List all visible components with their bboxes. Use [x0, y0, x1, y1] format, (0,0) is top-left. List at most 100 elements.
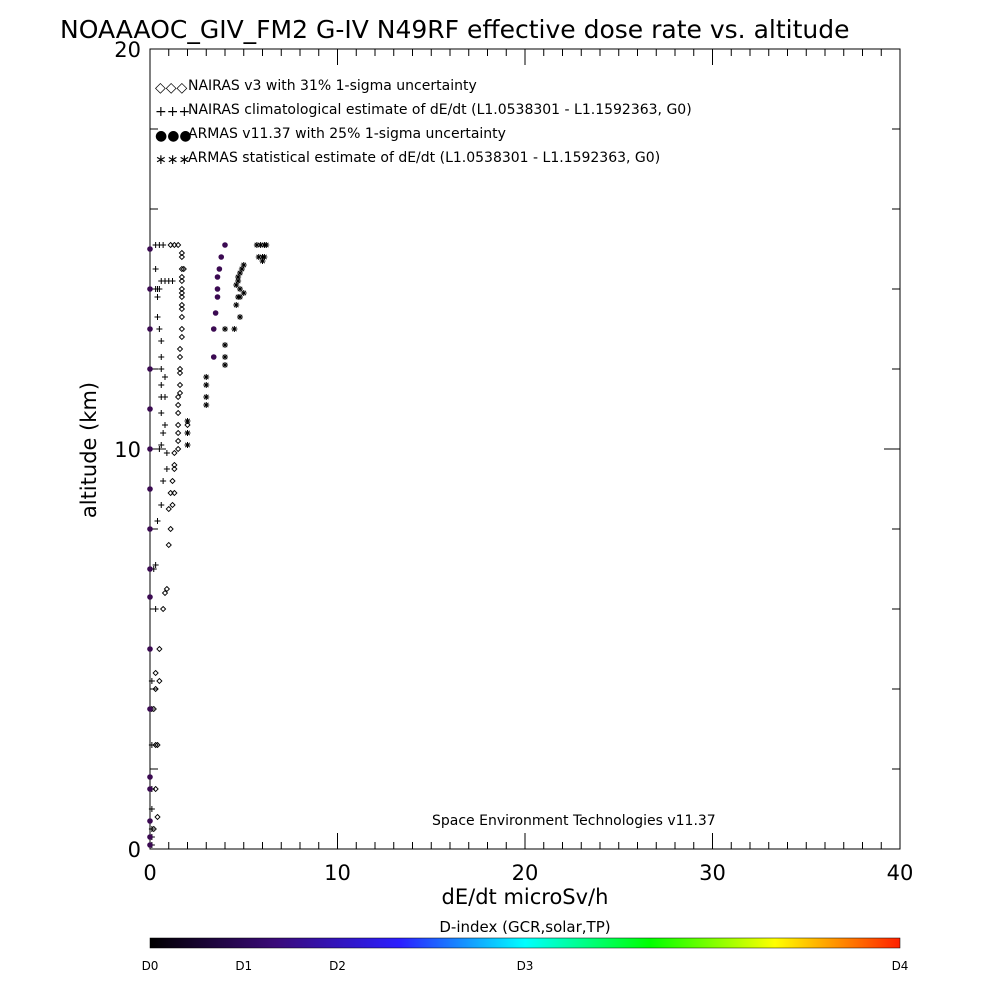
armas-point [147, 786, 153, 792]
data-points [147, 241, 270, 848]
nairas-point [154, 813, 161, 821]
nairas-climatology-point [160, 478, 167, 484]
nairas-climatology-point [154, 314, 161, 320]
nairas-climatology-point [163, 466, 170, 472]
armas-point [216, 266, 223, 272]
nairas-point [174, 401, 182, 409]
nairas-point [171, 489, 178, 497]
footer-credit: Space Environment Technologies v11.37 [432, 813, 716, 829]
nairas-climatology-point [158, 382, 165, 388]
armas-statistical-point [184, 430, 191, 436]
nairas-climatology-point [156, 326, 163, 332]
armas-point [210, 354, 217, 360]
nairas-point [152, 785, 159, 793]
nairas-point [152, 669, 159, 677]
armas-statistical-point [238, 266, 245, 272]
nairas-point [169, 501, 176, 509]
nairas-point [178, 265, 186, 273]
axis-ticks [149, 48, 901, 850]
nairas-point [165, 541, 172, 549]
armas-statistical-point [240, 290, 247, 296]
armas-point [147, 286, 153, 292]
legend-symbol: ◇◇◇ [155, 80, 188, 96]
nairas-point [178, 301, 186, 309]
nairas-point [178, 249, 186, 257]
nairas-point [154, 741, 161, 749]
legend-entry: ARMAS statistical estimate of dE/dt (L1.… [188, 150, 660, 166]
colorbar-tick-label: D4 [892, 959, 909, 973]
nairas-point [161, 589, 169, 597]
armas-statistical-point [259, 258, 266, 264]
y-tick-label: 0 [128, 838, 141, 862]
armas-statistical-point [203, 402, 210, 408]
nairas-climatology-point [162, 394, 168, 400]
nairas-climatology-point [152, 266, 159, 272]
nairas-climatology-point [152, 562, 159, 568]
armas-statistical-point [222, 326, 228, 332]
armas-point [147, 842, 153, 848]
nairas-point [178, 305, 186, 313]
armas-statistical-point [235, 274, 242, 280]
nairas-climatology-point [156, 446, 163, 452]
armas-statistical-point [222, 354, 228, 360]
armas-point [147, 526, 153, 532]
nairas-point [171, 461, 178, 469]
nairas-point [184, 421, 191, 429]
armas-point [214, 286, 221, 292]
nairas-point [174, 393, 182, 401]
armas-point [147, 646, 153, 652]
nairas-climatology-point [158, 410, 165, 416]
armas-statistical-point [255, 254, 262, 260]
chart-title: NOAAAOC_GIV_FM2 G-IV N49RF effective dos… [60, 15, 849, 44]
nairas-climatology-point [148, 806, 155, 812]
nairas-point [178, 333, 186, 341]
colorbar-ticks: D0 D1 D2 D3 D4 [142, 959, 909, 973]
nairas-point [178, 289, 186, 297]
armas-statistical-point [237, 314, 243, 320]
nairas-climatology-point [158, 502, 165, 508]
nairas-point [152, 685, 159, 693]
nairas-point [152, 741, 159, 749]
armas-statistical-point [184, 442, 191, 448]
armas-statistical-point [237, 286, 243, 292]
nairas-point [176, 353, 184, 361]
nairas-point [167, 525, 174, 533]
x-tick-labels: 0 10 20 30 40 [143, 861, 913, 885]
legend-symbol: ●●● [155, 128, 192, 144]
armas-statistical-point [233, 282, 240, 288]
nairas-point [180, 265, 187, 273]
armas-statistical-point [203, 382, 210, 388]
nairas-point [174, 409, 182, 417]
legend-entry: NAIRAS v3 with 31% 1-sigma uncertainty [188, 78, 477, 94]
nairas-point [171, 465, 178, 473]
nairas-climatology-point [148, 826, 155, 832]
nairas-point [167, 241, 174, 249]
nairas-point [178, 277, 186, 285]
armas-point [147, 406, 153, 412]
armas-point [222, 242, 228, 248]
armas-point [147, 774, 153, 780]
nairas-point [165, 505, 172, 513]
armas-statistical-point [263, 242, 270, 248]
armas-point [147, 326, 153, 332]
nairas-point [176, 381, 184, 389]
colorbar-tick-label: D1 [235, 959, 252, 973]
nairas-climatology-point [158, 442, 165, 448]
x-tick-label: 0 [143, 861, 156, 885]
colorbar-tick-label: D2 [329, 959, 346, 973]
legend-entry: NAIRAS climatological estimate of dE/dt … [188, 102, 692, 118]
colorbar-tick-label: D3 [517, 959, 534, 973]
x-tick-label: 30 [699, 861, 726, 885]
nairas-point [176, 369, 184, 377]
legend-symbol: ∗∗∗ [155, 152, 190, 168]
nairas-point [174, 445, 182, 453]
nairas-climatology-point [160, 430, 167, 436]
legend-entry: ARMAS v11.37 with 25% 1-sigma uncertaint… [188, 126, 506, 142]
nairas-point [163, 585, 171, 593]
nairas-point [174, 437, 182, 445]
nairas-climatology-point [148, 678, 155, 684]
nairas-climatology-point [162, 422, 168, 428]
armas-point [147, 366, 153, 372]
armas-statistical-point [231, 326, 238, 332]
